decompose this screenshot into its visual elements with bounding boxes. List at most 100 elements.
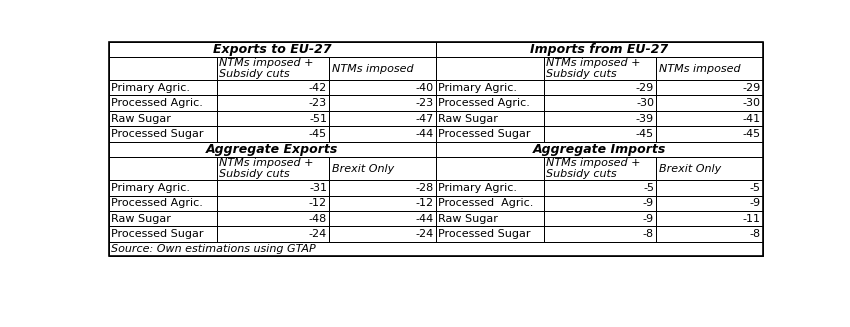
Bar [543,211,656,226]
Bar [109,180,217,196]
Text: Brexit Only: Brexit Only [659,164,721,174]
Bar [656,111,762,126]
Bar [329,226,435,242]
Bar [109,57,217,80]
Bar [656,226,762,242]
Text: Raw Sugar: Raw Sugar [110,113,171,124]
Text: Raw Sugar: Raw Sugar [110,214,171,224]
Bar [109,95,217,111]
Bar [656,211,762,226]
Text: -11: -11 [742,214,761,224]
Bar [217,111,329,126]
Bar [109,226,217,242]
Text: Aggregate Imports: Aggregate Imports [532,143,666,156]
Bar [435,126,543,142]
Text: -42: -42 [309,83,327,93]
Bar [435,196,543,211]
Bar [329,196,435,211]
Bar [329,111,435,126]
Bar [543,226,656,242]
Bar [217,95,329,111]
Text: -8: -8 [643,229,654,239]
Bar [435,226,543,242]
Bar [109,196,217,211]
Text: NTMs imposed +
Subsidy cuts: NTMs imposed + Subsidy cuts [546,58,640,79]
Text: -41: -41 [742,113,761,124]
Text: NTMs imposed +
Subsidy cuts: NTMs imposed + Subsidy cuts [218,158,314,180]
Text: -24: -24 [415,229,434,239]
Text: Brexit Only: Brexit Only [332,164,394,174]
Text: -24: -24 [309,229,327,239]
Bar [543,196,656,211]
Bar [329,211,435,226]
Text: -28: -28 [415,183,434,193]
Bar [217,57,329,80]
Bar [435,157,543,180]
Text: -51: -51 [309,113,327,124]
Text: NTMs imposed +
Subsidy cuts: NTMs imposed + Subsidy cuts [546,158,640,180]
Text: -12: -12 [415,198,434,208]
Bar [109,157,217,180]
Bar [656,57,762,80]
Bar [217,126,329,142]
Bar [109,42,435,57]
Text: -30: -30 [636,98,654,108]
Text: -9: -9 [643,214,654,224]
Text: -29: -29 [742,83,761,93]
Text: NTMs imposed: NTMs imposed [332,63,413,74]
Text: -45: -45 [636,129,654,139]
Text: Source: Own estimations using GTAP: Source: Own estimations using GTAP [110,244,315,254]
Bar [656,80,762,95]
Bar [435,111,543,126]
Text: Processed Agric.: Processed Agric. [110,98,203,108]
Bar [217,196,329,211]
Bar [217,226,329,242]
Bar [543,111,656,126]
Bar [329,95,435,111]
Text: -39: -39 [636,113,654,124]
Text: -40: -40 [415,83,434,93]
Text: -9: -9 [749,198,761,208]
Bar [435,57,543,80]
Text: -48: -48 [309,214,327,224]
Bar [217,180,329,196]
Bar [109,126,217,142]
Bar [543,57,656,80]
Bar [109,111,217,126]
Bar [656,157,762,180]
Bar [109,80,217,95]
Bar [435,142,762,157]
Text: Processed Sugar: Processed Sugar [438,129,530,139]
Bar [217,211,329,226]
Bar [656,95,762,111]
Text: Primary Agric.: Primary Agric. [110,83,190,93]
Text: NTMs imposed: NTMs imposed [659,63,740,74]
Text: Processed Agric.: Processed Agric. [110,198,203,208]
Bar [435,80,543,95]
Text: Raw Sugar: Raw Sugar [438,214,498,224]
Bar [435,42,762,57]
Text: Primary Agric.: Primary Agric. [438,83,517,93]
Bar [329,157,435,180]
Bar [656,180,762,196]
Bar [543,80,656,95]
Text: Processed Agric.: Processed Agric. [438,98,530,108]
Text: Processed Sugar: Processed Sugar [110,129,203,139]
Text: -47: -47 [415,113,434,124]
Bar [329,80,435,95]
Text: Primary Agric.: Primary Agric. [438,183,517,193]
Text: -5: -5 [750,183,761,193]
Text: -45: -45 [742,129,761,139]
Bar [109,142,435,157]
Text: -23: -23 [309,98,327,108]
Text: -23: -23 [415,98,434,108]
Text: Raw Sugar: Raw Sugar [438,113,498,124]
Text: Processed Sugar: Processed Sugar [110,229,203,239]
Bar [543,180,656,196]
Bar [329,57,435,80]
Text: Processed Sugar: Processed Sugar [438,229,530,239]
Text: -8: -8 [749,229,761,239]
Bar [329,180,435,196]
Bar [217,80,329,95]
Text: Imports from EU-27: Imports from EU-27 [530,43,668,56]
